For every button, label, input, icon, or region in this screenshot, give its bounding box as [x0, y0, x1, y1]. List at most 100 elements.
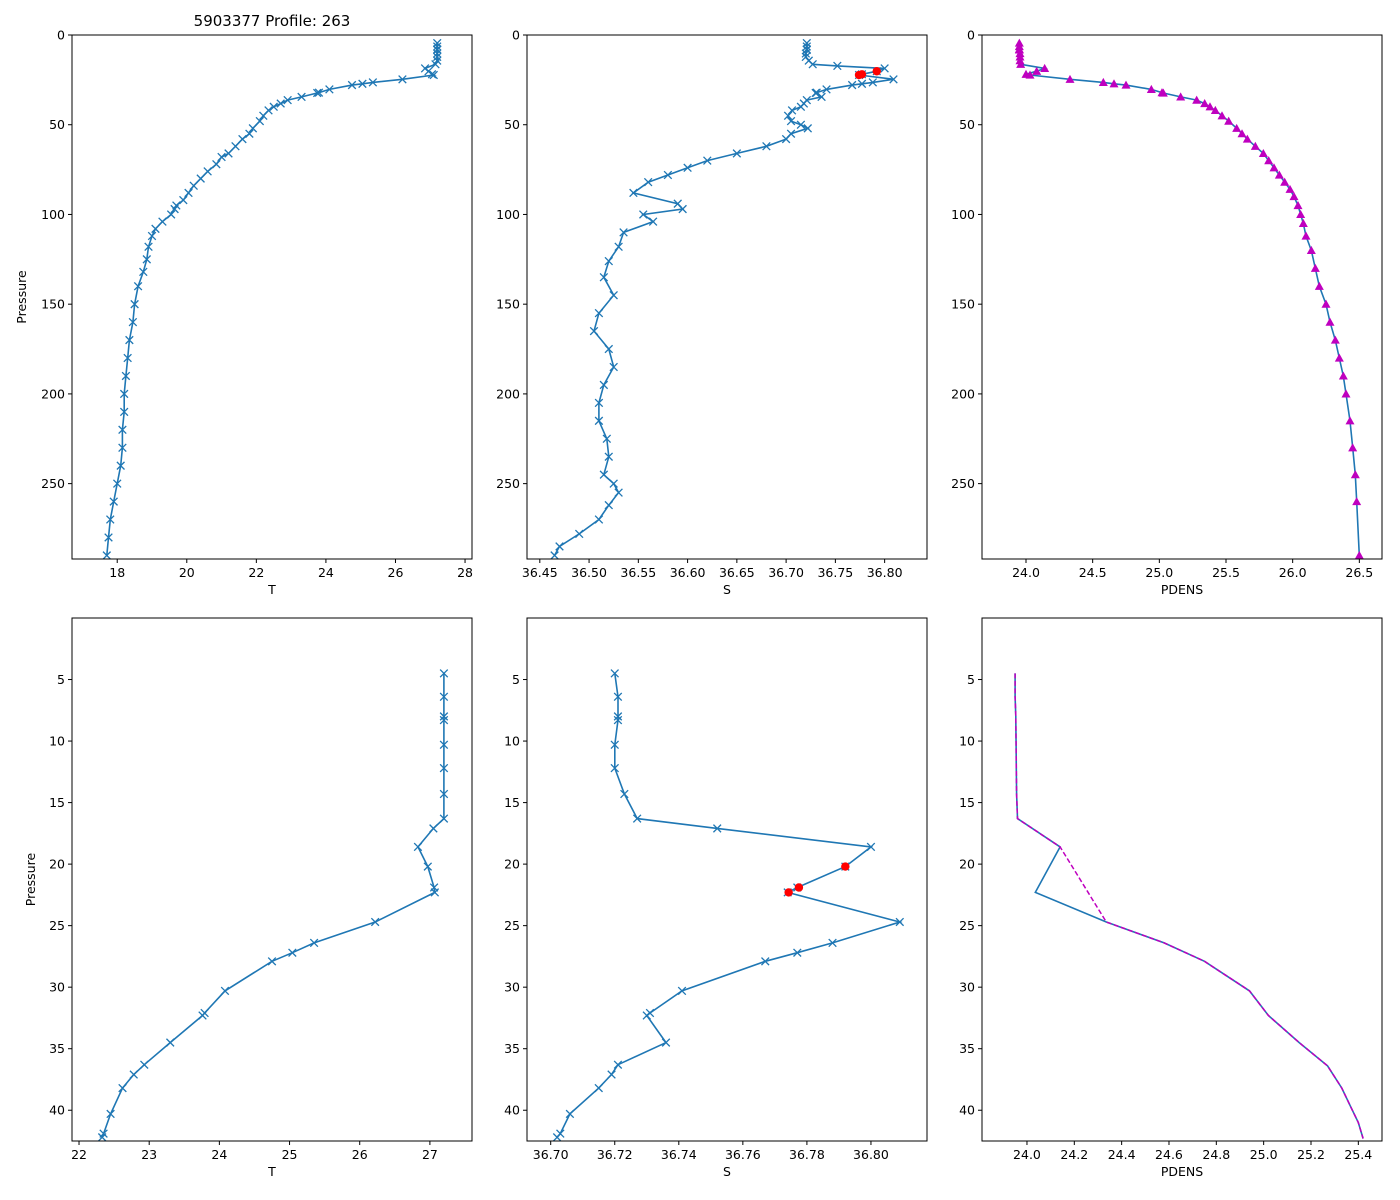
- x-marker: [847, 80, 857, 90]
- x-marker-stroke: [619, 228, 628, 237]
- x-marker: [109, 497, 118, 506]
- y-tick-label: 250: [496, 476, 520, 491]
- x-marker: [358, 79, 367, 89]
- x-marker: [594, 416, 604, 426]
- x-marker-stroke: [151, 224, 160, 234]
- x-marker: [431, 59, 440, 69]
- y-tick-label: 35: [959, 1041, 975, 1056]
- x-marker-stroke: [620, 789, 629, 799]
- triangle-marker: [1289, 192, 1299, 201]
- x-marker-stroke: [142, 255, 152, 264]
- triangle-marker: [1250, 141, 1260, 150]
- x-tick-label: 25: [282, 1147, 298, 1162]
- x-marker: [255, 116, 265, 126]
- axes-frame: [71, 34, 473, 560]
- x-marker: [429, 70, 438, 80]
- x-marker: [133, 281, 143, 291]
- y-tick-label: 20: [504, 857, 520, 872]
- x-marker-stroke: [678, 204, 687, 214]
- x-tick-label: 36.65: [719, 565, 755, 580]
- x-marker: [808, 59, 817, 69]
- x-marker: [643, 177, 653, 187]
- x-marker: [413, 842, 423, 852]
- x-marker: [432, 49, 442, 58]
- flagged-point: [872, 67, 881, 76]
- x-tick-label: 23: [141, 1147, 157, 1162]
- x-marker: [370, 917, 380, 927]
- x-marker-stroke: [128, 317, 138, 327]
- x-marker-stroke: [170, 204, 179, 214]
- x-marker-stroke: [673, 199, 682, 208]
- x-marker-stroke: [432, 49, 442, 58]
- triangle-marker: [1348, 443, 1358, 452]
- x-marker: [217, 152, 226, 162]
- triangle-marker: [1109, 79, 1119, 88]
- x-marker-stroke: [439, 763, 449, 773]
- x-marker: [817, 92, 826, 102]
- x-marker-stroke: [677, 986, 687, 996]
- x-marker-stroke: [599, 380, 609, 390]
- x-marker: [677, 986, 687, 996]
- y-tick-label: 50: [504, 117, 520, 132]
- x-marker: [629, 188, 638, 198]
- x-marker: [803, 124, 813, 133]
- x-marker: [128, 317, 138, 327]
- x-marker: [783, 111, 793, 121]
- x-marker-stroke: [866, 842, 876, 852]
- x-marker-stroke: [198, 1011, 207, 1020]
- triangle-marker: [1350, 470, 1360, 479]
- x-marker-stroke: [808, 59, 817, 69]
- x-tick-label: 24: [318, 565, 334, 580]
- x-marker: [139, 267, 148, 277]
- x-marker: [565, 1109, 575, 1119]
- x-marker: [248, 124, 258, 133]
- x-marker: [796, 120, 806, 129]
- x-marker-stroke: [712, 824, 722, 833]
- x-marker-stroke: [610, 763, 620, 773]
- axes-frame: [71, 617, 473, 1142]
- x-tick-label: 36.80: [867, 565, 903, 580]
- y-tick-label: 10: [959, 734, 975, 749]
- x-marker: [880, 64, 889, 73]
- x-marker-stroke: [212, 159, 221, 169]
- x-marker: [245, 129, 254, 138]
- x-marker: [432, 38, 442, 48]
- x-marker-stroke: [196, 174, 205, 183]
- x-tick-label: 25.5: [1212, 565, 1240, 580]
- y-tick-label: 15: [504, 795, 520, 810]
- y-tick-label: 20: [959, 857, 975, 872]
- x-marker-stroke: [166, 210, 176, 219]
- x-marker: [613, 712, 623, 721]
- x-marker-stroke: [594, 308, 604, 318]
- y-tick-label: 150: [496, 297, 520, 312]
- x-marker: [432, 45, 442, 55]
- x-marker: [439, 763, 449, 773]
- x-marker-stroke: [158, 217, 167, 226]
- x-marker: [762, 142, 771, 151]
- x-marker-stroke: [599, 470, 609, 479]
- x-marker: [796, 102, 806, 112]
- x-marker-stroke: [432, 52, 442, 62]
- x-marker: [642, 1011, 652, 1020]
- x-marker-stroke: [269, 102, 278, 112]
- x-marker: [802, 38, 812, 48]
- x-marker-stroke: [648, 217, 658, 226]
- x-marker: [203, 167, 212, 176]
- x-marker-stroke: [133, 281, 143, 291]
- subplot-s_full: 36.45 36.50 36.55 36.60 36.65 36.70 36.75 36.80…: [496, 28, 928, 597]
- x-tick-label: 28: [457, 565, 473, 580]
- y-tick-label: 35: [49, 1041, 65, 1056]
- x-tick-label: 24.0: [1013, 1147, 1041, 1162]
- x-marker-stroke: [130, 299, 139, 309]
- plot-area: [102, 38, 442, 559]
- x-axis-label: PDENS: [1161, 582, 1203, 597]
- x-marker-stroke: [895, 917, 905, 927]
- y-axis-label: Pressure: [14, 270, 29, 324]
- figure-title: 5903377 Profile: 263: [194, 12, 351, 30]
- y-tick-label: 200: [41, 386, 65, 401]
- y-tick-label: 100: [951, 207, 975, 222]
- x-marker: [430, 888, 440, 897]
- x-marker: [761, 957, 770, 966]
- x-marker-stroke: [427, 70, 437, 79]
